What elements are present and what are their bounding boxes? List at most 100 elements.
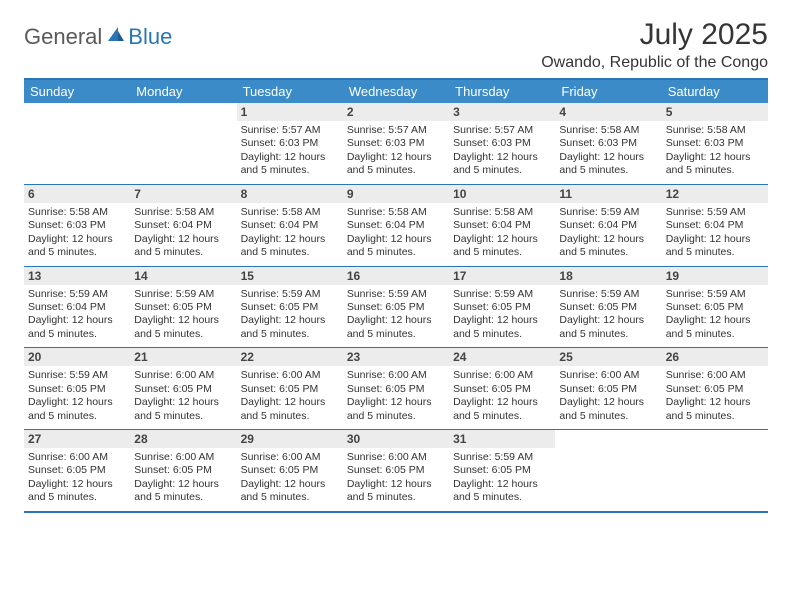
sunset-value: 6:04 PM [279,219,318,231]
logo: General Blue [24,18,172,50]
sunset-value: 6:05 PM [385,301,424,313]
day-cell: 16Sunrise: 5:59 AMSunset: 6:05 PMDayligh… [343,267,449,348]
sunset-label: Sunset: [453,137,492,149]
sunrise-value: 5:59 AM [707,288,746,300]
day-cell: 29Sunrise: 6:00 AMSunset: 6:05 PMDayligh… [237,430,343,511]
day-cell [662,430,768,511]
sunset-label: Sunset: [134,464,173,476]
day-cell [24,103,130,184]
logo-text-general: General [24,24,102,50]
sunset-label: Sunset: [28,383,67,395]
sunrise-label: Sunrise: [666,369,707,381]
daylight-label: Daylight: [347,151,391,163]
day-cell: 3Sunrise: 5:57 AMSunset: 6:03 PMDaylight… [449,103,555,184]
title-block: July 2025 Owando, Republic of the Congo [541,18,768,72]
daylight-label: Daylight: [559,396,603,408]
dow-cell: Thursday [449,80,555,103]
day-number: 5 [662,103,768,121]
sunrise-label: Sunrise: [241,124,282,136]
day-cell: 4Sunrise: 5:58 AMSunset: 6:03 PMDaylight… [555,103,661,184]
sunset-label: Sunset: [28,301,67,313]
sunset-label: Sunset: [134,301,173,313]
day-cell: 24Sunrise: 6:00 AMSunset: 6:05 PMDayligh… [449,348,555,429]
sunset-label: Sunset: [559,383,598,395]
sunrise-label: Sunrise: [453,124,494,136]
sunset-label: Sunset: [453,464,492,476]
day-cell: 26Sunrise: 6:00 AMSunset: 6:05 PMDayligh… [662,348,768,429]
sunset-label: Sunset: [453,301,492,313]
day-cell [555,430,661,511]
sunrise-value: 5:57 AM [388,124,427,136]
day-cell: 10Sunrise: 5:58 AMSunset: 6:04 PMDayligh… [449,185,555,266]
daylight-label: Daylight: [559,151,603,163]
daylight-label: Daylight: [134,314,178,326]
sunset-label: Sunset: [134,383,173,395]
day-body: Sunrise: 6:00 AMSunset: 6:05 PMDaylight:… [130,448,236,511]
sunrise-value: 5:59 AM [176,288,215,300]
sunset-value: 6:05 PM [704,383,743,395]
daylight-label: Daylight: [241,396,285,408]
day-cell: 1Sunrise: 5:57 AMSunset: 6:03 PMDaylight… [237,103,343,184]
sunset-label: Sunset: [559,137,598,149]
sunrise-label: Sunrise: [241,288,282,300]
sunset-value: 6:05 PM [67,383,106,395]
day-number: 6 [24,185,130,203]
daylight-label: Daylight: [453,478,497,490]
sunset-value: 6:04 PM [67,301,106,313]
dow-cell: Saturday [662,80,768,103]
month-title: July 2025 [541,18,768,52]
sunrise-label: Sunrise: [666,206,707,218]
day-cell: 9Sunrise: 5:58 AMSunset: 6:04 PMDaylight… [343,185,449,266]
day-number: 28 [130,430,236,448]
sunrise-label: Sunrise: [134,451,175,463]
sunrise-value: 6:00 AM [282,369,321,381]
day-number: 20 [24,348,130,366]
sunset-value: 6:05 PM [385,383,424,395]
sunset-label: Sunset: [241,383,280,395]
sunset-value: 6:05 PM [492,464,531,476]
daylight-label: Daylight: [347,233,391,245]
day-body: Sunrise: 5:59 AMSunset: 6:05 PMDaylight:… [449,448,555,511]
day-cell: 13Sunrise: 5:59 AMSunset: 6:04 PMDayligh… [24,267,130,348]
sunrise-label: Sunrise: [28,288,69,300]
daylight-label: Daylight: [453,233,497,245]
day-cell: 25Sunrise: 6:00 AMSunset: 6:05 PMDayligh… [555,348,661,429]
sunrise-label: Sunrise: [347,451,388,463]
sunset-value: 6:04 PM [492,219,531,231]
daylight-label: Daylight: [241,314,285,326]
day-body: Sunrise: 5:57 AMSunset: 6:03 PMDaylight:… [449,121,555,184]
sunset-value: 6:03 PM [385,137,424,149]
sunset-value: 6:05 PM [173,301,212,313]
day-cell: 15Sunrise: 5:59 AMSunset: 6:05 PMDayligh… [237,267,343,348]
sunrise-value: 6:00 AM [388,369,427,381]
calendar: SundayMondayTuesdayWednesdayThursdayFrid… [24,78,768,513]
sunrise-value: 6:00 AM [176,369,215,381]
day-cell: 20Sunrise: 5:59 AMSunset: 6:05 PMDayligh… [24,348,130,429]
sunset-value: 6:05 PM [492,301,531,313]
week-row: 13Sunrise: 5:59 AMSunset: 6:04 PMDayligh… [24,267,768,349]
daylight-label: Daylight: [453,151,497,163]
sunset-value: 6:05 PM [492,383,531,395]
sunrise-label: Sunrise: [241,369,282,381]
day-cell: 21Sunrise: 6:00 AMSunset: 6:05 PMDayligh… [130,348,236,429]
sunrise-value: 5:58 AM [388,206,427,218]
week-row: 6Sunrise: 5:58 AMSunset: 6:03 PMDaylight… [24,185,768,267]
day-number: 16 [343,267,449,285]
day-cell: 14Sunrise: 5:59 AMSunset: 6:05 PMDayligh… [130,267,236,348]
day-body: Sunrise: 5:58 AMSunset: 6:03 PMDaylight:… [555,121,661,184]
sunrise-value: 6:00 AM [495,369,534,381]
day-body [662,434,768,490]
sunset-label: Sunset: [241,301,280,313]
daylight-label: Daylight: [347,314,391,326]
day-body: Sunrise: 5:57 AMSunset: 6:03 PMDaylight:… [237,121,343,184]
day-cell: 12Sunrise: 5:59 AMSunset: 6:04 PMDayligh… [662,185,768,266]
day-body [130,107,236,163]
sunset-label: Sunset: [666,219,705,231]
day-body: Sunrise: 5:58 AMSunset: 6:04 PMDaylight:… [343,203,449,266]
sunset-label: Sunset: [666,301,705,313]
day-body: Sunrise: 6:00 AMSunset: 6:05 PMDaylight:… [343,366,449,429]
daylight-label: Daylight: [666,233,710,245]
dow-cell: Monday [130,80,236,103]
day-body: Sunrise: 6:00 AMSunset: 6:05 PMDaylight:… [343,448,449,511]
daylight-label: Daylight: [28,314,72,326]
